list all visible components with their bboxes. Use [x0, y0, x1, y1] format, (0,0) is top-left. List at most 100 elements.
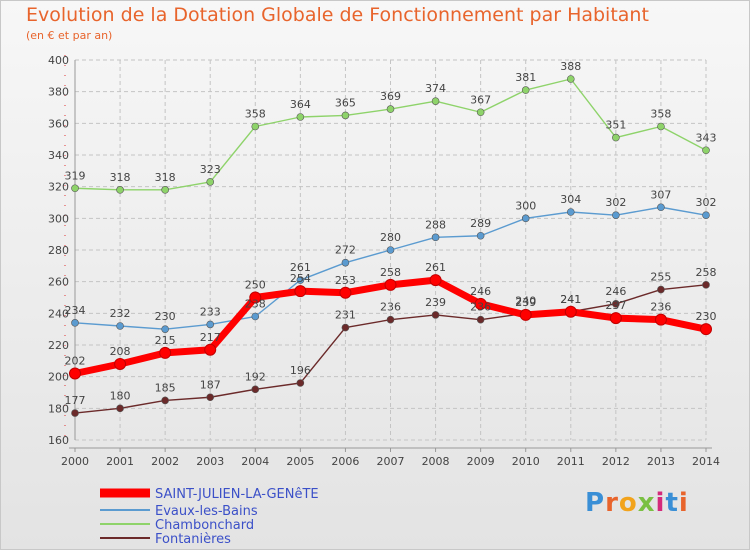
data-label-3-13: 255 [650, 271, 671, 284]
data-label-3-2: 185 [155, 381, 176, 394]
data-label-3-12: 246 [605, 285, 626, 298]
data-label-2-1: 318 [110, 171, 131, 184]
data-label-0-9: 246 [470, 285, 491, 298]
point-1-6 [341, 258, 350, 267]
tick-labels: 1601802002202402602803003203403603804002… [48, 54, 720, 468]
data-label-2-5: 364 [290, 98, 311, 111]
point-3-1 [116, 404, 124, 413]
point-2-12 [612, 133, 620, 142]
point-3-0 [71, 409, 79, 417]
data-label-2-4: 358 [245, 108, 266, 121]
data-label-0-2: 215 [155, 334, 176, 347]
point-2-2 [161, 186, 169, 194]
x-tick-2002: 2002 [151, 455, 179, 468]
chart-subtitle: (en € et par an) [26, 29, 113, 42]
data-label-3-6: 231 [335, 309, 356, 322]
point-1-4 [251, 312, 260, 321]
point-3-5 [296, 379, 305, 387]
point-1-14 [702, 211, 710, 219]
data-label-1-0: 234 [65, 304, 86, 317]
point-2-7 [386, 105, 395, 113]
data-label-2-12: 351 [605, 119, 626, 132]
x-tick-2014: 2014 [692, 455, 720, 468]
point-3-8 [431, 311, 440, 319]
y-tick-400: 400 [48, 54, 69, 67]
data-label-2-8: 374 [425, 82, 446, 95]
x-tick-2001: 2001 [106, 455, 134, 468]
point-0-4 [249, 291, 262, 304]
data-label-2-7: 369 [380, 90, 401, 103]
y-tick-180: 180 [48, 402, 69, 415]
data-label-1-4: 238 [245, 298, 266, 311]
point-1-7 [386, 246, 395, 254]
y-tick-260: 260 [48, 276, 69, 289]
data-label-1-11: 304 [560, 193, 581, 206]
logo-letter-3: x [637, 488, 656, 518]
logo-letter-0: P [585, 488, 606, 518]
data-label-3-0: 177 [65, 394, 86, 407]
point-3-6 [341, 323, 350, 332]
data-label-3-10: 240 [515, 294, 536, 307]
data-label-3-1: 180 [110, 389, 131, 402]
point-0-1 [114, 358, 127, 370]
data-label-3-8: 239 [425, 296, 446, 309]
data-label-0-10: 239 [515, 296, 536, 309]
point-0-14 [700, 323, 712, 336]
point-3-12 [612, 300, 620, 308]
data-label-1-10: 300 [515, 199, 536, 212]
data-label-2-9: 367 [470, 93, 491, 106]
x-tick-2005: 2005 [286, 455, 314, 468]
data-label-1-13: 307 [650, 188, 671, 201]
data-label-1-14: 302 [696, 196, 717, 209]
data-label-3-7: 236 [380, 301, 401, 314]
point-2-10 [521, 86, 530, 94]
x-tick-2003: 2003 [196, 455, 224, 468]
point-0-10 [519, 308, 532, 321]
x-tick-2010: 2010 [512, 455, 540, 468]
data-label-0-0: 202 [65, 355, 86, 368]
x-tick-2008: 2008 [422, 455, 450, 468]
logo-letter-1: r [605, 488, 619, 518]
point-2-3 [206, 178, 215, 186]
point-3-9 [476, 315, 485, 324]
data-label-2-2: 318 [155, 171, 176, 184]
data-label-1-2: 230 [155, 310, 176, 323]
data-label-1-3: 233 [200, 305, 221, 318]
data-label-0-12: 237 [605, 299, 626, 312]
data-label-3-5: 196 [290, 364, 311, 377]
point-2-4 [251, 122, 260, 131]
y-tick-240: 240 [48, 307, 69, 320]
point-2-5 [296, 113, 305, 121]
data-label-0-3: 217 [200, 331, 221, 344]
data-label-0-14: 230 [696, 310, 717, 323]
data-label-3-14: 258 [696, 266, 717, 279]
point-1-8 [431, 233, 440, 242]
point-0-5 [294, 285, 307, 298]
series-lines [69, 75, 712, 417]
point-3-14 [702, 281, 710, 289]
point-1-1 [116, 322, 124, 330]
x-tick-2007: 2007 [377, 455, 405, 468]
y-tick-340: 340 [48, 149, 69, 162]
data-label-3-9: 236 [470, 301, 491, 314]
data-label-0-6: 253 [335, 274, 356, 287]
point-1-12 [612, 211, 620, 219]
y-tick-200: 200 [48, 371, 69, 384]
legend-label-3: Fontanières [155, 532, 231, 547]
y-tick-300: 300 [48, 212, 69, 225]
x-tick-2013: 2013 [647, 455, 675, 468]
data-label-0-13: 236 [650, 301, 671, 314]
point-2-1 [116, 186, 124, 194]
point-0-11 [564, 305, 577, 318]
y-tick-320: 320 [48, 181, 69, 194]
data-label-3-4: 192 [245, 370, 266, 383]
point-0-12 [609, 312, 622, 325]
point-2-6 [341, 111, 350, 120]
data-label-0-11: 241 [560, 293, 581, 306]
data-label-1-7: 280 [380, 231, 401, 244]
point-1-9 [476, 231, 485, 240]
data-label-0-4: 250 [245, 279, 266, 292]
data-label-2-6: 365 [335, 96, 356, 109]
point-3-4 [251, 385, 260, 394]
data-label-0-5: 254 [290, 272, 311, 285]
